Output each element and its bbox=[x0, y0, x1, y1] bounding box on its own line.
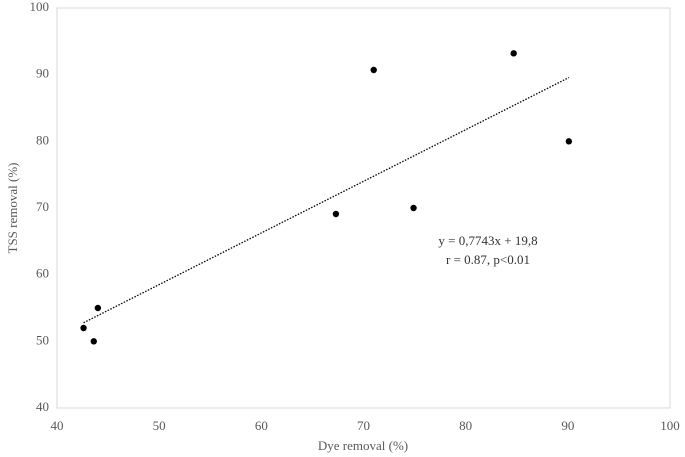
x-tick-label: 60 bbox=[255, 418, 268, 433]
y-tick-label: 80 bbox=[36, 132, 49, 147]
y-tick-label: 40 bbox=[36, 399, 49, 414]
trendline bbox=[83, 76, 570, 324]
data-point bbox=[332, 210, 340, 218]
x-tick-label: 100 bbox=[660, 418, 680, 433]
y-tick-label: 100 bbox=[30, 0, 50, 14]
y-axis-title: TSS removal (%) bbox=[5, 163, 20, 254]
x-tick-label: 70 bbox=[357, 418, 370, 433]
data-point bbox=[510, 50, 517, 57]
trendline-equation: y = 0,7743x + 19,8 bbox=[438, 233, 537, 248]
y-tick-label: 70 bbox=[36, 199, 49, 214]
x-tick-label: 50 bbox=[153, 418, 166, 433]
data-point bbox=[80, 324, 87, 332]
x-tick-label: 40 bbox=[51, 418, 64, 433]
x-tick-label: 80 bbox=[459, 418, 472, 433]
y-tick-label: 90 bbox=[36, 66, 49, 81]
data-point bbox=[90, 338, 97, 345]
data-point bbox=[94, 304, 102, 312]
y-tick-label: 60 bbox=[36, 266, 49, 281]
data-point bbox=[565, 138, 573, 145]
y-tick-label: 50 bbox=[36, 332, 49, 347]
data-point bbox=[410, 204, 417, 212]
x-tick-label: 90 bbox=[561, 418, 574, 433]
x-axis-title: Dye removal (%) bbox=[318, 438, 408, 453]
plot-frame bbox=[56, 7, 671, 409]
trendline-stats: r = 0.87, p<0.01 bbox=[446, 252, 530, 267]
data-point bbox=[370, 66, 377, 74]
